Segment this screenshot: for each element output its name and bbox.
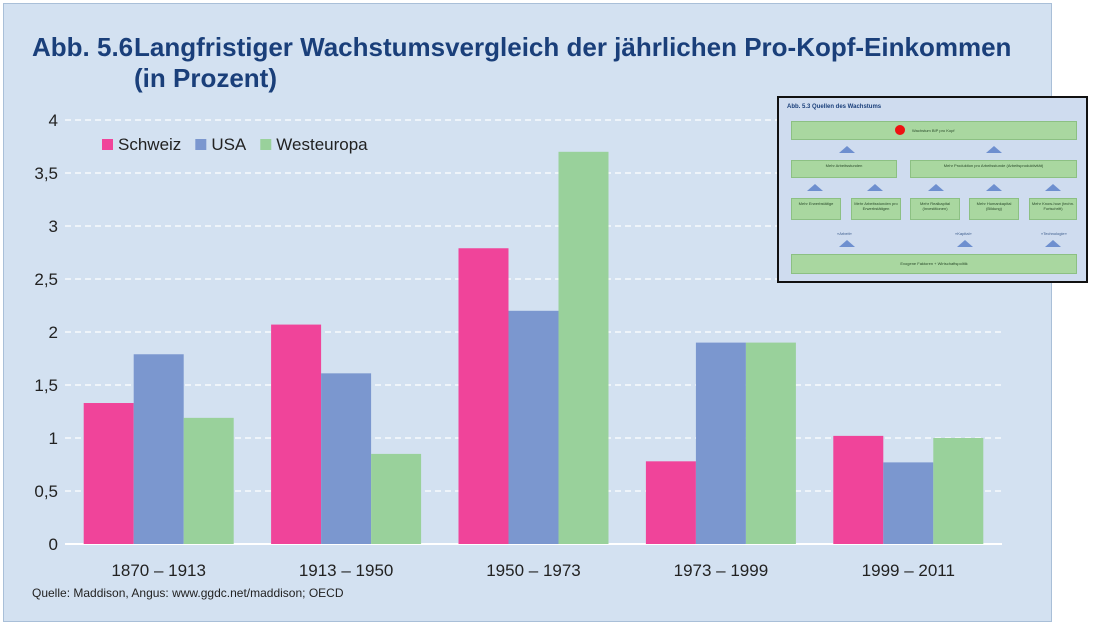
inset-mid-right-box: Mehr Produktion pro Arbeitsstunde (Arbei… bbox=[910, 160, 1077, 178]
y-tick-label: 4 bbox=[49, 111, 58, 130]
bar-westeuropa bbox=[183, 417, 234, 544]
inset-label-arbeit: «Arbeit» bbox=[837, 231, 852, 236]
arrow-up-icon bbox=[839, 146, 855, 153]
title-line1: Langfristiger Wachstumsvergleich der jäh… bbox=[134, 32, 1012, 62]
y-tick-label: 1 bbox=[49, 429, 58, 448]
legend-swatch bbox=[195, 139, 207, 150]
y-tick-label: 2,5 bbox=[34, 270, 58, 289]
inset-label-kapital: «Kapital» bbox=[955, 231, 972, 236]
x-tick-label: 1973 – 1999 bbox=[674, 561, 769, 580]
arrow-up-icon bbox=[1045, 240, 1061, 247]
inset-mid-left-box: Mehr Arbeitsstunden bbox=[791, 160, 897, 178]
bar-westeuropa bbox=[371, 453, 422, 544]
inset-box-label: Mehr Erwerbstätige bbox=[798, 201, 834, 206]
y-tick-label: 2 bbox=[49, 323, 58, 342]
inset-box-label: Mehr Know-how (techn. Fortschritt) bbox=[1031, 201, 1075, 211]
y-tick-label: 0 bbox=[49, 535, 58, 554]
x-tick-label: 1999 – 2011 bbox=[862, 561, 955, 580]
figure-title: Abb. 5.6Langfristiger Wachstumsvergleich… bbox=[32, 32, 1011, 94]
arrow-up-icon bbox=[986, 146, 1002, 153]
bar-schweiz bbox=[83, 403, 134, 544]
inset-label-technologie: «Technologie» bbox=[1041, 231, 1067, 236]
arrow-up-icon bbox=[867, 184, 883, 191]
y-tick-label: 1,5 bbox=[34, 376, 58, 395]
inset-mid-left-label: Mehr Arbeitsstunden bbox=[825, 163, 863, 168]
arrow-up-icon bbox=[839, 240, 855, 247]
bar-usa bbox=[508, 310, 559, 544]
inset-box-3: Mehr Realkapital (Investitionen) bbox=[910, 198, 960, 220]
bar-schweiz bbox=[645, 461, 696, 544]
arrow-up-icon bbox=[807, 184, 823, 191]
arrow-up-icon bbox=[1045, 184, 1061, 191]
inset-bottom-label: Exogene Faktoren + Wirtschaftspolitik bbox=[900, 261, 968, 266]
legend-swatch bbox=[260, 139, 272, 150]
legend-label: Schweiz bbox=[118, 135, 181, 154]
bar-schweiz bbox=[271, 324, 322, 544]
bar-schweiz bbox=[833, 435, 884, 544]
inset-box-label: Mehr Arbeitsstunden pro Erwerbstätigen bbox=[854, 201, 898, 211]
inset-top-box: Wachstum BIP pro Kopf bbox=[791, 121, 1077, 140]
inset-figure: Abb. 5.3 Quellen des Wachstums Wachstum … bbox=[777, 96, 1088, 283]
bar-usa bbox=[133, 354, 184, 544]
arrow-up-icon bbox=[928, 184, 944, 191]
figure-number: Abb. 5.6 bbox=[32, 32, 134, 62]
red-dot-marker bbox=[895, 125, 905, 135]
bar-schweiz bbox=[458, 248, 509, 544]
x-tick-label: 1913 – 1950 bbox=[299, 561, 394, 580]
x-tick-label: 1870 – 1913 bbox=[111, 561, 206, 580]
bar-westeuropa bbox=[933, 438, 984, 544]
legend-label: Westeuropa bbox=[276, 135, 368, 154]
y-tick-label: 3 bbox=[49, 217, 58, 236]
arrow-up-icon bbox=[957, 240, 973, 247]
bar-usa bbox=[883, 462, 934, 544]
arrow-up-icon bbox=[986, 184, 1002, 191]
bar-westeuropa bbox=[558, 151, 609, 545]
x-tick-label: 1950 – 1973 bbox=[486, 561, 581, 580]
inset-bottom-box: Exogene Faktoren + Wirtschaftspolitik bbox=[791, 254, 1077, 274]
bar-usa bbox=[321, 373, 372, 544]
legend-swatch bbox=[102, 139, 113, 150]
inset-top-label: Wachstum BIP pro Kopf bbox=[912, 128, 955, 133]
y-tick-label: 3,5 bbox=[34, 164, 58, 183]
inset-title: Abb. 5.3 Quellen des Wachstums bbox=[787, 104, 882, 110]
inset-box-5: Mehr Know-how (techn. Fortschritt) bbox=[1029, 198, 1077, 220]
inset-box-1: Mehr Erwerbstätige bbox=[791, 198, 841, 220]
bar-westeuropa bbox=[745, 342, 796, 544]
inset-box-2: Mehr Arbeitsstunden pro Erwerbstätigen bbox=[851, 198, 901, 220]
source-note: Quelle: Maddison, Angus: www.ggdc.net/ma… bbox=[32, 586, 344, 600]
y-tick-label: 0,5 bbox=[34, 482, 58, 501]
inset-box-label: Mehr Realkapital (Investitionen) bbox=[919, 201, 950, 211]
inset-box-4: Mehr Humankapital (Bildung) bbox=[969, 198, 1019, 220]
inset-mid-right-label: Mehr Produktion pro Arbeitsstunde (Arbei… bbox=[943, 163, 1044, 168]
legend-label: USA bbox=[211, 135, 247, 154]
bar-usa bbox=[695, 342, 746, 544]
inset-box-label: Mehr Humankapital (Bildung) bbox=[976, 201, 1012, 211]
title-line2: (in Prozent) bbox=[134, 63, 277, 93]
